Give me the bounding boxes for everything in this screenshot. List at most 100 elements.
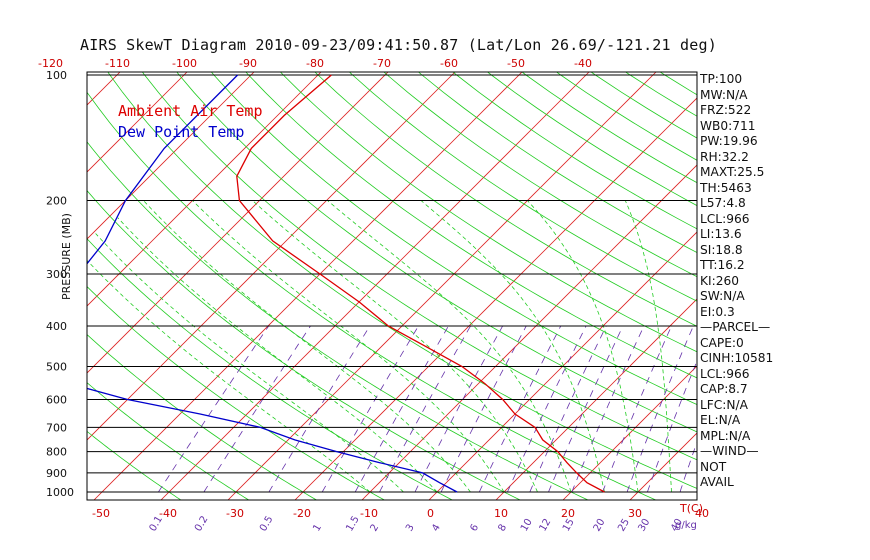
dry-adiabat-line [383,72,697,278]
pressure-tick-label: 100 [46,69,67,82]
mixing-ratio-line [414,325,503,493]
dry-adiabat-line [87,382,250,500]
mixing-ratio-line [626,325,694,493]
stat-item: L57:4.8 [700,196,746,210]
mixing-ratio-line [571,325,645,493]
dry-adiabat-line [87,189,522,500]
top-temp-tick-label: -110 [105,57,130,70]
stat-item: LFC:N/A [700,397,748,412]
stat-item: MAXT:25.5 [700,165,765,179]
bottom-temp-tick-label: 40 [695,507,709,520]
stat-item: MW:N/A [700,87,748,102]
isotherm-line [0,56,2,501]
pressure-tick-label: 300 [46,268,67,281]
pressure-tick-label: 600 [46,393,67,406]
dry-adiabat-line [245,72,697,379]
stat-item: TH:5463 [700,180,752,195]
bottom-temp-tick-label: -50 [92,507,110,520]
bottom-temp-tick-label: 0 [427,507,434,520]
dry-adiabat-line [279,72,697,353]
bottom-temp-tick-label: -10 [360,507,378,520]
pressure-tick-label: 900 [46,467,67,480]
dewpoint-profile-line [87,74,458,493]
bottom-temp-tick-label: 30 [628,507,642,520]
stat-item: LI:13.6 [700,227,742,241]
top-temp-tick-label: -80 [306,57,324,70]
stat-item: SW:N/A [700,289,745,303]
isotherm-line [830,56,870,501]
dry-adiabat-line [348,72,697,302]
legend-ambient-temp: Ambient Air Temp [118,102,263,120]
stat-item: MPL:N/A [700,428,751,443]
isotherm-line [428,231,697,500]
pressure-tick-label: 500 [46,360,67,373]
stat-item: LCL:966 [700,211,750,226]
isotherm-line [87,72,322,307]
isotherm-line [562,365,697,500]
isotherm-line [87,72,389,374]
dry-adiabat-line [210,72,697,406]
y-axis-label: PRESSURE (MB) [60,213,73,300]
top-temp-tick-label: -120 [38,57,63,70]
stat-item: FRZ:522 [700,103,752,117]
moist-adiabat-line [143,200,471,493]
stat-item: LCL:966 [700,366,750,381]
dry-adiabat-line [87,333,318,500]
bottom-temp-tick-label: 20 [561,507,575,520]
legend-dewpoint-temp: Dew Point Temp [118,123,244,141]
moist-adiabat-line [95,233,404,493]
temperature-profile-line [236,74,605,493]
stat-item: —PARCEL— [700,320,771,334]
dry-adiabat-line [486,72,697,207]
dry-adiabat-line [87,286,386,500]
isotherm-line [160,72,590,500]
stat-item: EI:0.3 [700,304,735,319]
moist-adiabat-line [420,200,605,493]
stat-item: NOT [700,459,727,474]
stat-item: TT:16.2 [700,258,745,272]
top-temp-tick-label: -40 [574,57,592,70]
dry-adiabat-line [141,72,697,461]
isotherm-line [294,97,697,500]
dry-adiabat-line [87,238,454,500]
dry-adiabat-line [521,72,697,184]
stat-item: TP:100 [700,72,743,86]
mixing-ratio-tick-label: 0.2 [193,514,210,533]
pressure-tick-label: 200 [46,195,67,208]
mixing-ratio-tick-label: 20 [592,517,608,534]
stat-item: SI:18.8 [700,242,743,257]
mixing-ratio-line [548,325,624,493]
bottom-temp-tick-label: -20 [293,507,311,520]
mixing-ratio-line [529,325,607,493]
moist-adiabat-line [117,217,438,493]
stat-item: RH:32.2 [700,149,749,164]
mixing-ratio-tick-label: 10 [519,517,535,534]
top-temp-tick-label: -60 [440,57,458,70]
mixing-ratio-line [440,325,527,493]
moist-adiabat-line [192,200,505,493]
mixing-ratio-tick-label: 4 [430,522,443,533]
mixing-ratio-line [203,325,311,493]
stat-item: —WIND— [700,444,759,458]
pressure-tick-label: 800 [46,446,67,459]
mixing-ratio-unit-label: g/kg [675,520,697,531]
top-temp-tick-label: -90 [239,57,257,70]
stat-item: AVAIL [700,475,734,489]
isotherm-line [93,72,523,500]
chart-title: AIRS SkewT Diagram 2010-09-23/09:41:50.8… [80,36,717,54]
isotherm-line [361,164,697,500]
dry-adiabat-line [417,72,697,254]
dry-adiabat-line [314,72,697,327]
stat-item: CINH:10581 [700,351,774,365]
pressure-tick-label: 1000 [46,486,74,499]
mixing-ratio-tick-label: 12 [538,517,554,534]
top-temp-tick-label: -100 [172,57,197,70]
plot-area [0,56,870,501]
isotherm-line [227,72,657,500]
moist-adiabat-line [252,200,538,493]
stat-item: KI:260 [700,273,739,288]
bottom-temp-tick-label: -30 [226,507,244,520]
top-temp-tick-label: -70 [373,57,391,70]
moist-adiabat-line [87,259,371,493]
